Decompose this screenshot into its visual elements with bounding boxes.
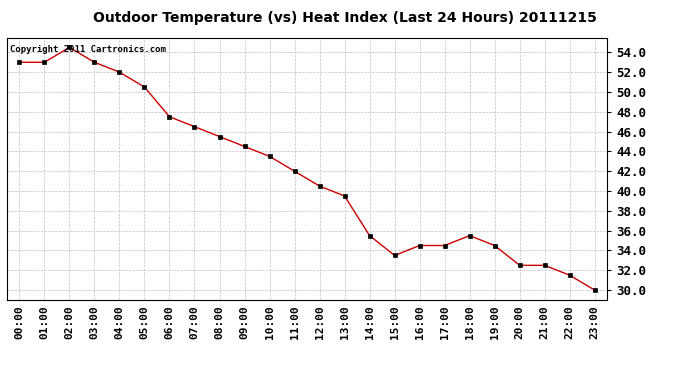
Text: Copyright 2011 Cartronics.com: Copyright 2011 Cartronics.com bbox=[10, 45, 166, 54]
Text: Outdoor Temperature (vs) Heat Index (Last 24 Hours) 20111215: Outdoor Temperature (vs) Heat Index (Las… bbox=[93, 11, 597, 25]
